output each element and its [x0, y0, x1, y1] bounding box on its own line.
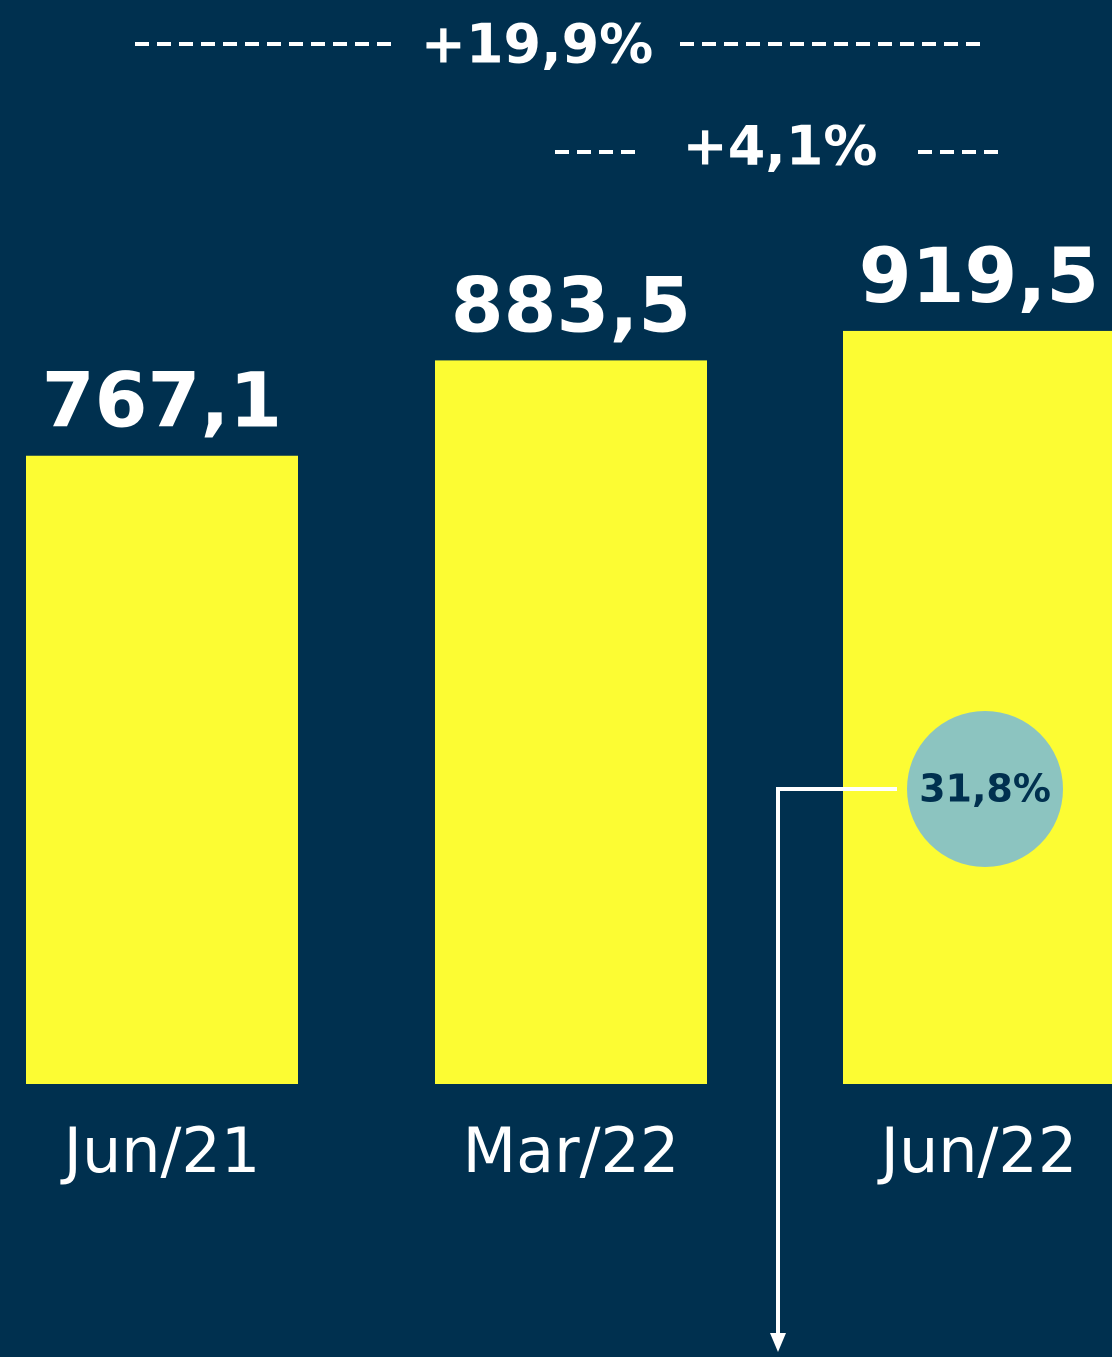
value-label: 919,5 [859, 231, 1099, 320]
badge [907, 711, 1063, 867]
bar [435, 360, 707, 1084]
category-label: Jun/22 [877, 1114, 1078, 1187]
bar [26, 455, 298, 1084]
annotation: +4,1% [682, 115, 877, 178]
value-label: 883,5 [451, 260, 691, 349]
bars: 767,1 Jun/21 883,5 Mar/22 919,5 Jun/22 [26, 231, 1112, 1187]
value-label: 767,1 [42, 356, 282, 445]
arrowhead [770, 1333, 786, 1352]
connector [776, 787, 897, 1335]
category-label: Jun/21 [60, 1114, 261, 1187]
badge-label: 31,8% [919, 767, 1051, 811]
annotation: +19,9% [421, 13, 654, 76]
category-label: Mar/22 [463, 1114, 680, 1187]
bar [843, 330, 1112, 1084]
